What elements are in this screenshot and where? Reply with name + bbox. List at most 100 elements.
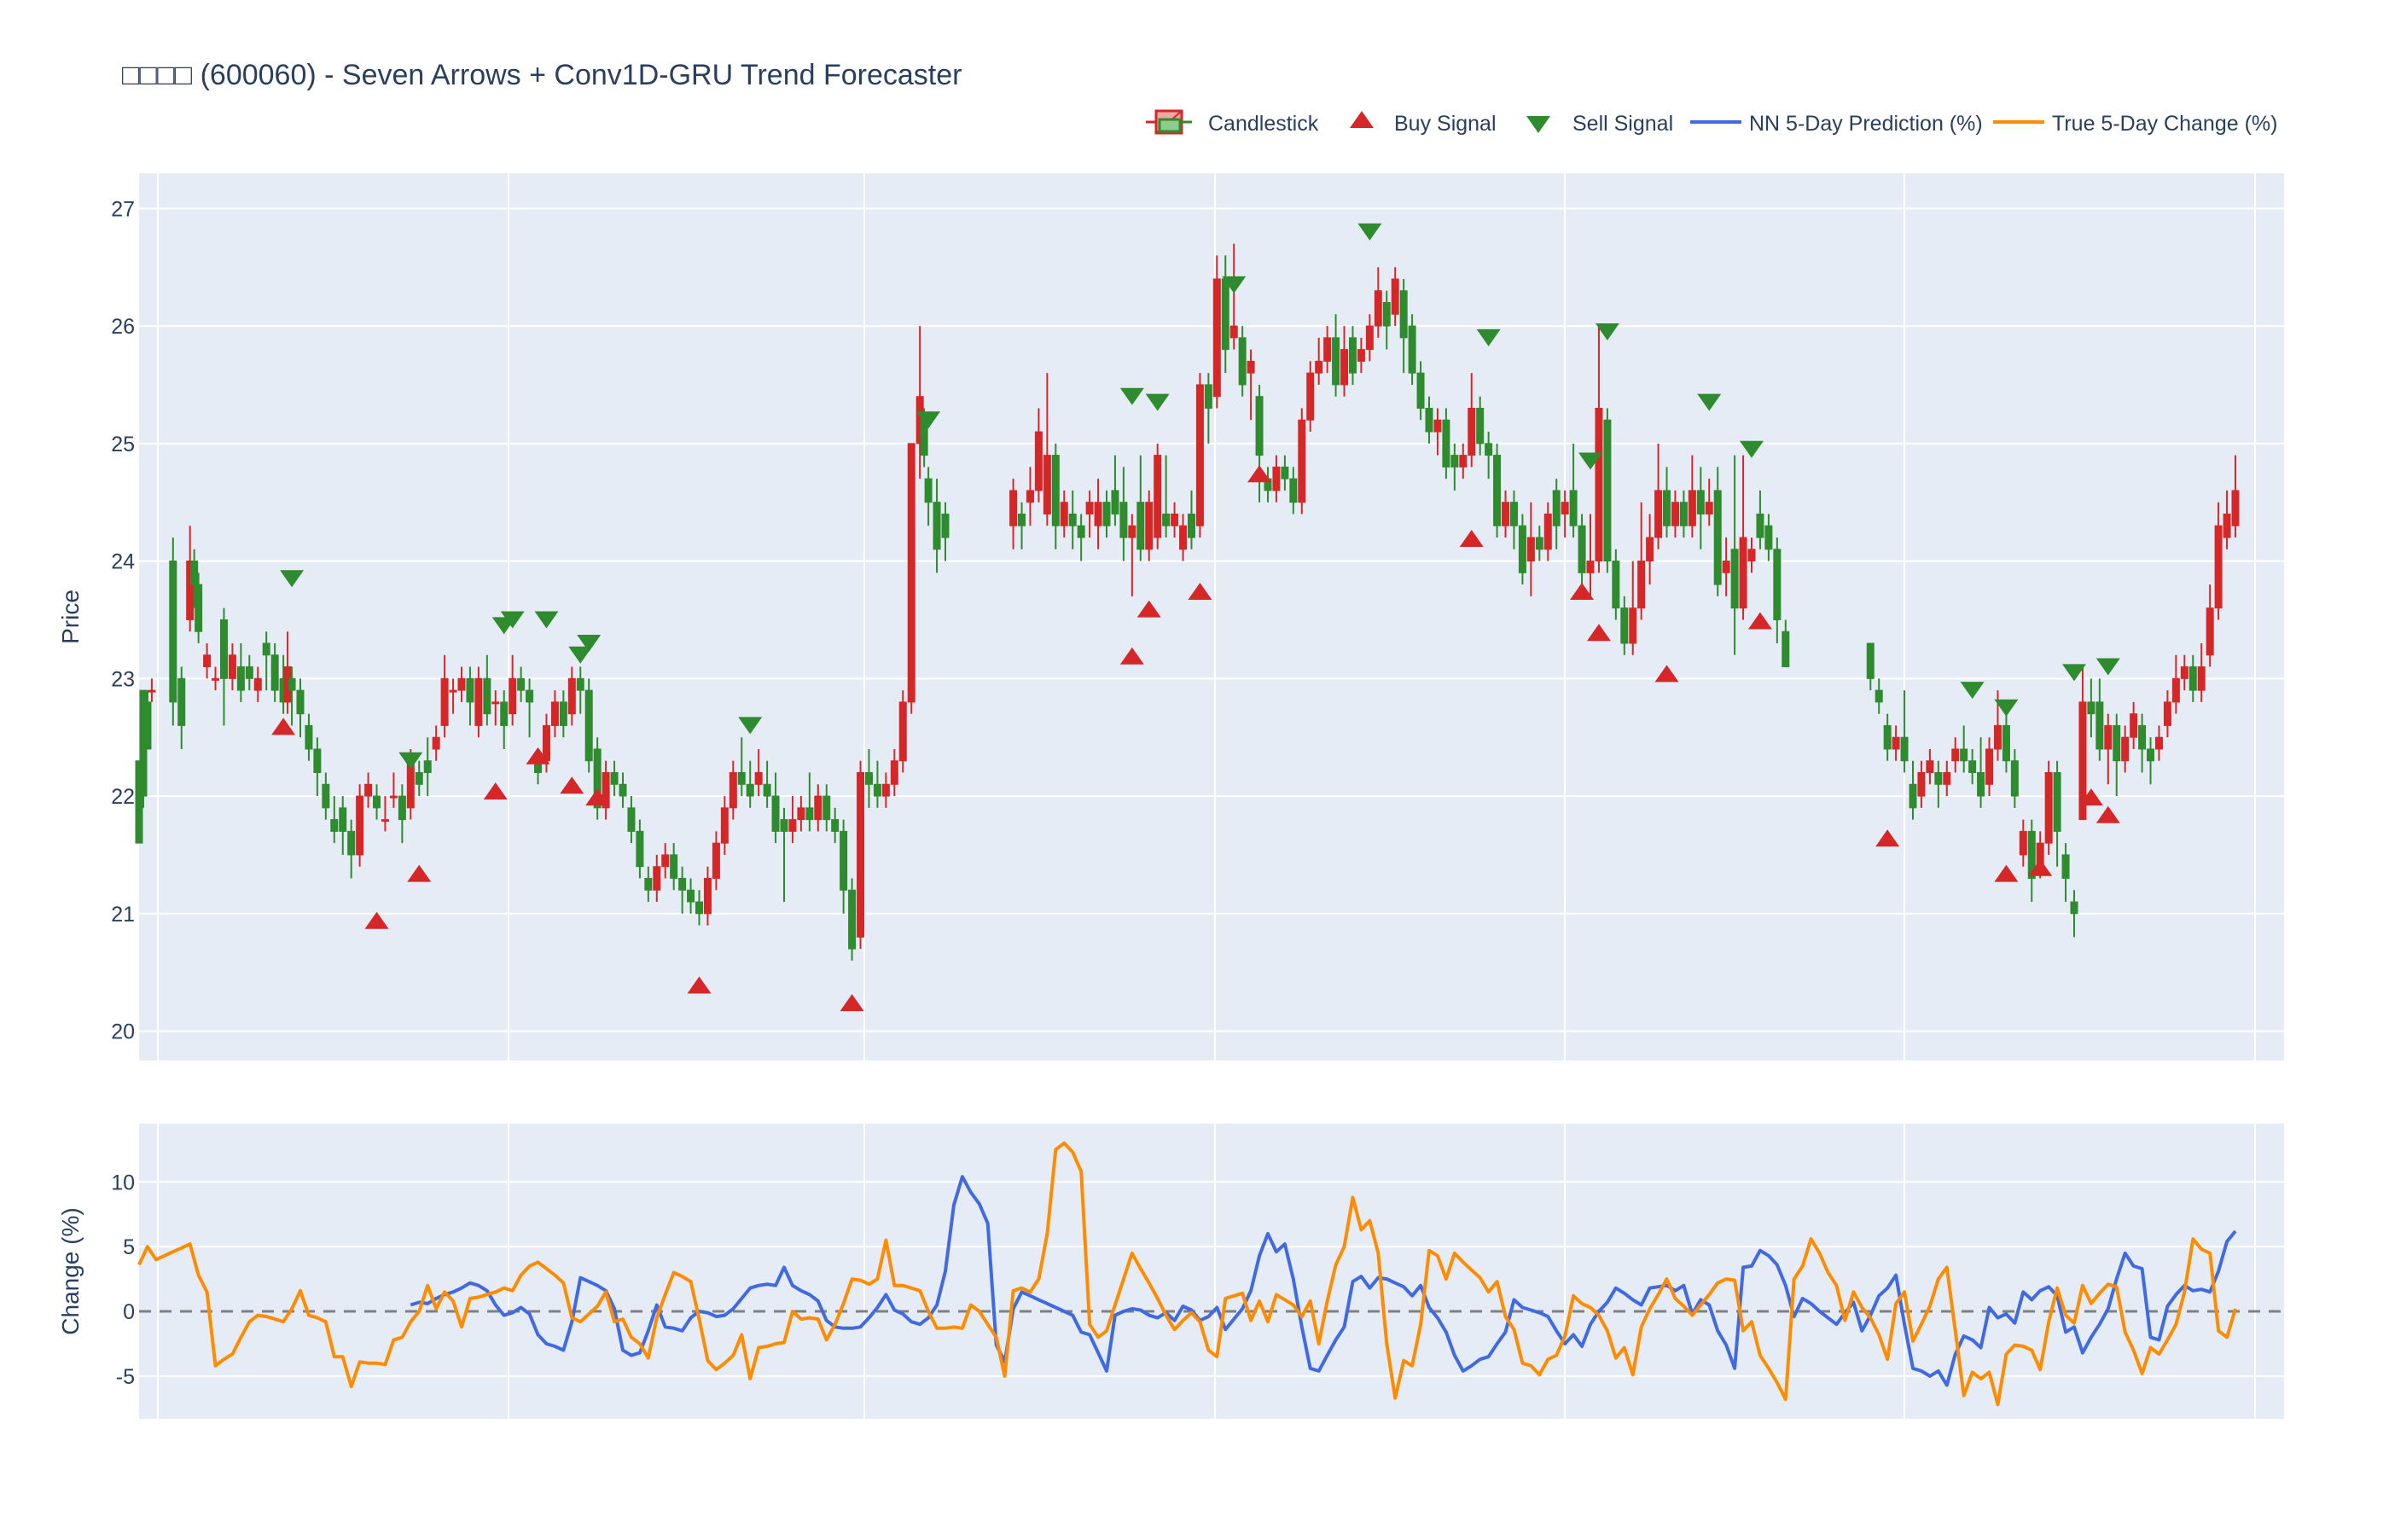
candle-down [1960, 725, 1968, 773]
candle-down [737, 737, 746, 797]
candle-down [924, 467, 933, 526]
candle-body [2121, 736, 2130, 762]
candle-body [491, 701, 500, 705]
candle-body [780, 819, 788, 832]
candle-up [1195, 373, 1204, 538]
candle-body [1323, 337, 1332, 362]
candle-body [313, 748, 322, 774]
sell-signal-marker [1960, 682, 1985, 700]
candle-down [373, 784, 381, 820]
candle-body [474, 677, 483, 726]
candle-down [763, 760, 771, 808]
candle-body [1365, 325, 1374, 351]
candle-up [602, 760, 610, 820]
legend-item-buy[interactable]: Buy Signal [1350, 111, 1497, 136]
candle-body [1111, 490, 1119, 514]
candle-body [457, 677, 466, 691]
candle-body [831, 819, 840, 832]
candle-down [2147, 737, 2155, 785]
candle-up [2206, 584, 2214, 667]
candle-down [1509, 490, 1518, 549]
candle-body [2078, 701, 2087, 821]
candle-body [1332, 337, 1340, 386]
candle-down [584, 678, 593, 773]
chart-title: □□□□ (600060) - Seven Arrows + Conv1D-GR… [122, 59, 962, 91]
candle-down [2188, 654, 2197, 702]
candle-body [763, 783, 771, 797]
candle-up [212, 666, 220, 691]
candle-body [1985, 748, 1994, 785]
candle-body [449, 689, 457, 693]
candle-up [1586, 514, 1595, 596]
candle-body [322, 783, 330, 809]
price-y-axis-label: Price [57, 590, 84, 644]
candle-down [933, 479, 941, 573]
candle-body [619, 783, 627, 797]
candle-body [1416, 372, 1425, 409]
legend-item-pred[interactable]: NN 5-Day Prediction (%) [1690, 112, 1983, 136]
candle-body [2027, 830, 2036, 879]
candle-body [1034, 431, 1043, 491]
buy-signal-series [271, 465, 2120, 1012]
candle-body [1289, 478, 1298, 503]
candle-up [1229, 243, 1238, 350]
legend-item-true[interactable]: True 5-Day Change (%) [1993, 112, 2277, 136]
candle-down [219, 607, 228, 726]
candle-down [636, 819, 644, 879]
candle-body [1764, 525, 1773, 550]
candle-body [1875, 689, 1883, 703]
candle-down [771, 772, 780, 844]
candle-body [1688, 490, 1696, 526]
candle-body [1485, 443, 1493, 456]
candle-body [1705, 502, 1713, 514]
candle-body [1171, 513, 1179, 526]
candle-up [389, 772, 398, 808]
candle-body [195, 584, 203, 632]
candle-down [169, 538, 177, 726]
candle-down [2002, 713, 2010, 773]
candle-body [296, 689, 305, 715]
candle-body [840, 830, 848, 891]
candle-body [720, 807, 729, 844]
candle-up [1951, 737, 1960, 773]
candle-body [466, 677, 474, 703]
candle-body [2154, 736, 2163, 750]
candle-down [1399, 278, 1408, 374]
price-tick-label: 24 [111, 550, 135, 574]
change-tick-label: 10 [111, 1171, 135, 1194]
candle-up [1128, 514, 1136, 596]
candle-down [1425, 396, 1433, 444]
buy-signal-marker [1586, 624, 1611, 642]
candle-body [1739, 537, 1747, 609]
candle-up [1212, 255, 1221, 409]
candle-down [322, 772, 330, 820]
candle-body [2171, 677, 2180, 703]
candle-down [423, 737, 432, 797]
sell-signal-marker [500, 611, 525, 629]
candle-body [559, 701, 567, 726]
buy-signal-marker [1747, 612, 1772, 630]
candle-up [1722, 538, 1730, 596]
legend-buy-marker [1350, 111, 1374, 128]
candle-body [737, 772, 746, 785]
sell-signal-marker [738, 717, 763, 735]
candle-up [907, 443, 915, 714]
buy-signal-marker [2028, 858, 2053, 876]
candle-body [288, 677, 296, 691]
candle-body [2163, 701, 2171, 726]
candle-body [1883, 724, 1892, 750]
sell-signal-marker [2062, 664, 2086, 682]
candle-up [1468, 373, 1476, 468]
candle-body [2019, 830, 2027, 856]
legend-label-pred: NN 5-Day Prediction (%) [1749, 112, 1983, 136]
candle-up [253, 666, 262, 702]
candle-body [1306, 372, 1315, 421]
legend-item-candlestick[interactable]: Candlestick [1146, 109, 1319, 136]
legend-item-sell[interactable]: Sell Signal [1526, 112, 1673, 136]
buy-signal-marker [364, 911, 389, 929]
candle-body [1229, 325, 1238, 339]
change-tick-label: 5 [123, 1235, 135, 1259]
candle-body [1909, 783, 1917, 809]
